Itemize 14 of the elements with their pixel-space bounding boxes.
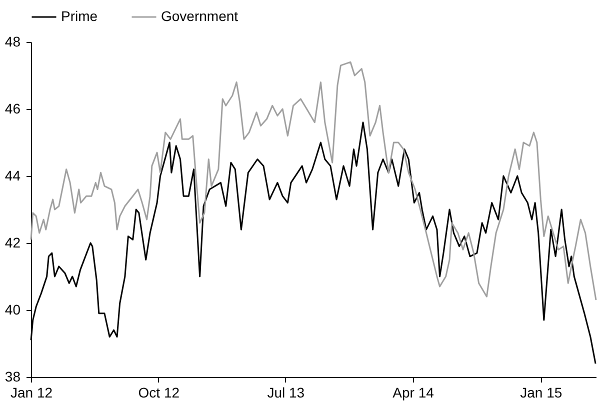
x-tick-label: Jan 15: [520, 384, 562, 400]
line-series: [30, 61, 597, 301]
x-tick-label: Oct 12: [138, 384, 180, 400]
y-tick-label: 42: [4, 234, 21, 250]
x-tick-label: Apr 14: [392, 384, 434, 400]
x-tick-label: Jul 13: [267, 384, 305, 400]
y-tick-label: 46: [4, 100, 21, 116]
x-tick-label: Jan 12: [10, 384, 53, 400]
y-tick-label: 40: [4, 302, 21, 318]
y-tick-label: 48: [4, 34, 21, 50]
y-tick-label: 38: [4, 368, 21, 384]
legend-label: Government: [161, 8, 238, 24]
legend-label: Prime: [61, 8, 98, 24]
y-tick-label: 44: [4, 168, 21, 184]
